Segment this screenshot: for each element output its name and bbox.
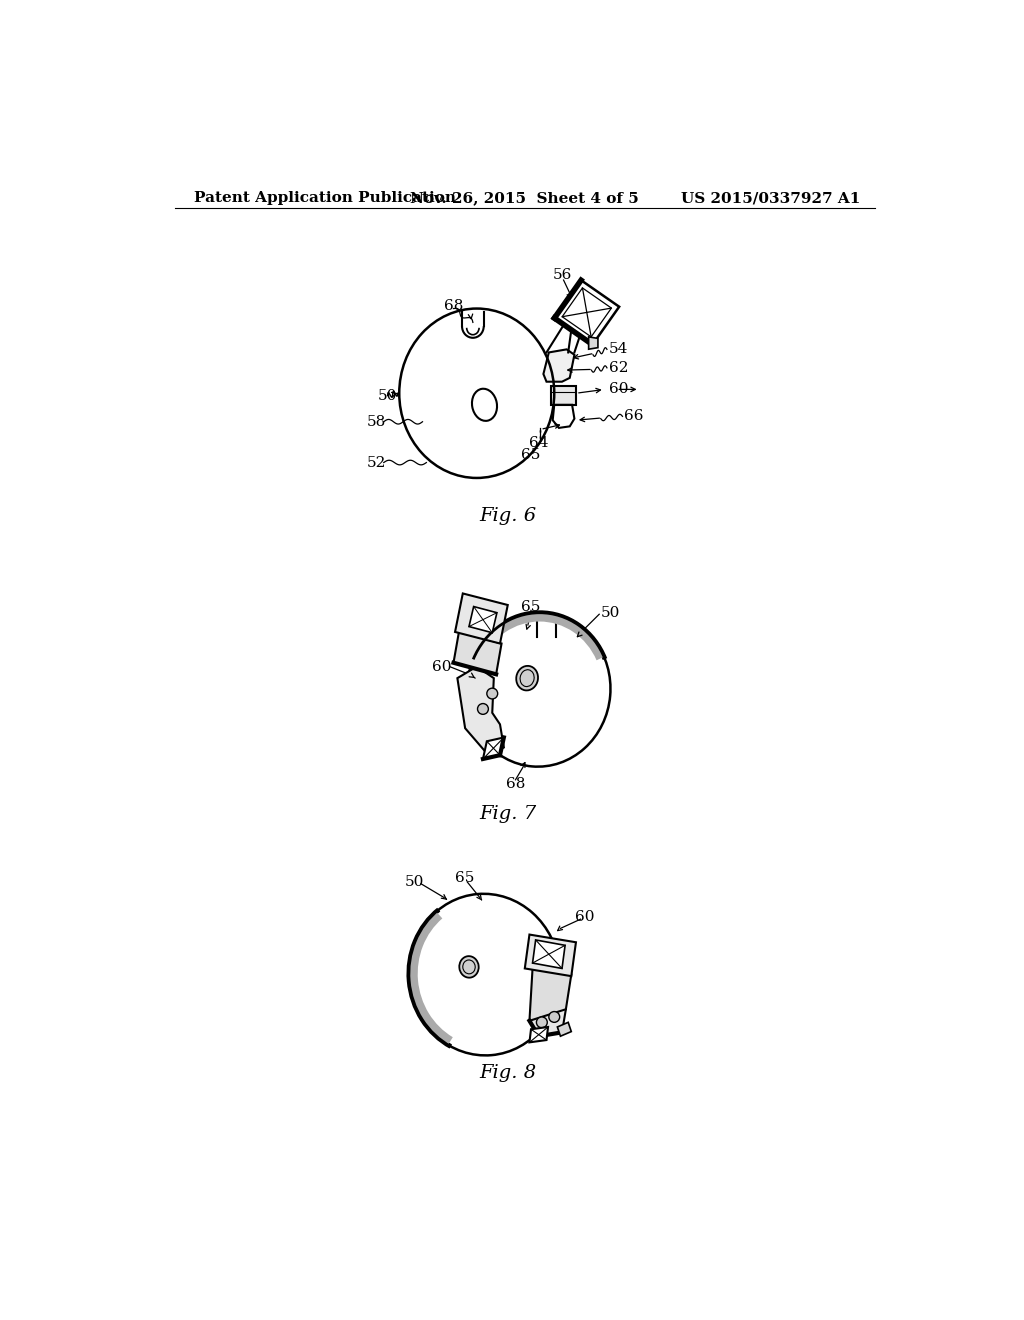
Text: US 2015/0337927 A1: US 2015/0337927 A1 [681,191,860,206]
Polygon shape [529,1027,548,1043]
Text: 66: 66 [624,409,643,424]
Circle shape [537,1016,547,1028]
Ellipse shape [460,956,478,978]
Polygon shape [554,280,620,345]
Polygon shape [529,969,571,1020]
Text: 54: 54 [608,342,628,356]
Text: Fig. 6: Fig. 6 [479,507,537,525]
Text: 60: 60 [432,660,452,673]
Circle shape [477,704,488,714]
Polygon shape [458,667,504,755]
Text: 50: 50 [378,388,397,403]
Text: 65: 65 [521,599,541,614]
Text: Patent Application Publication: Patent Application Publication [194,191,456,206]
Text: 60: 60 [575,909,595,924]
Ellipse shape [516,665,538,690]
Text: 60: 60 [608,383,628,396]
Polygon shape [469,607,497,632]
Text: 64: 64 [529,437,549,450]
Circle shape [486,688,498,700]
Polygon shape [551,385,575,405]
Polygon shape [544,350,574,381]
Polygon shape [483,738,504,759]
Text: Nov. 26, 2015  Sheet 4 of 5: Nov. 26, 2015 Sheet 4 of 5 [411,191,639,206]
Ellipse shape [467,612,610,767]
Polygon shape [454,632,502,675]
Text: 50: 50 [406,875,424,890]
Text: Fig. 8: Fig. 8 [479,1064,537,1082]
Polygon shape [524,935,575,977]
Text: 52: 52 [367,455,386,470]
Text: Fig. 7: Fig. 7 [479,805,537,824]
Text: 58: 58 [367,414,386,429]
Ellipse shape [409,894,560,1056]
Text: 56: 56 [552,268,571,282]
Text: 65: 65 [456,871,475,886]
Text: 68: 68 [506,776,525,791]
Polygon shape [529,998,566,1036]
Text: 62: 62 [608,360,628,375]
Polygon shape [589,337,598,350]
Polygon shape [455,594,508,644]
Text: 50: 50 [601,606,621,619]
Polygon shape [557,1022,571,1036]
Text: 68: 68 [443,300,463,313]
Text: 65: 65 [521,447,541,462]
Circle shape [549,1011,560,1022]
Polygon shape [532,940,565,969]
